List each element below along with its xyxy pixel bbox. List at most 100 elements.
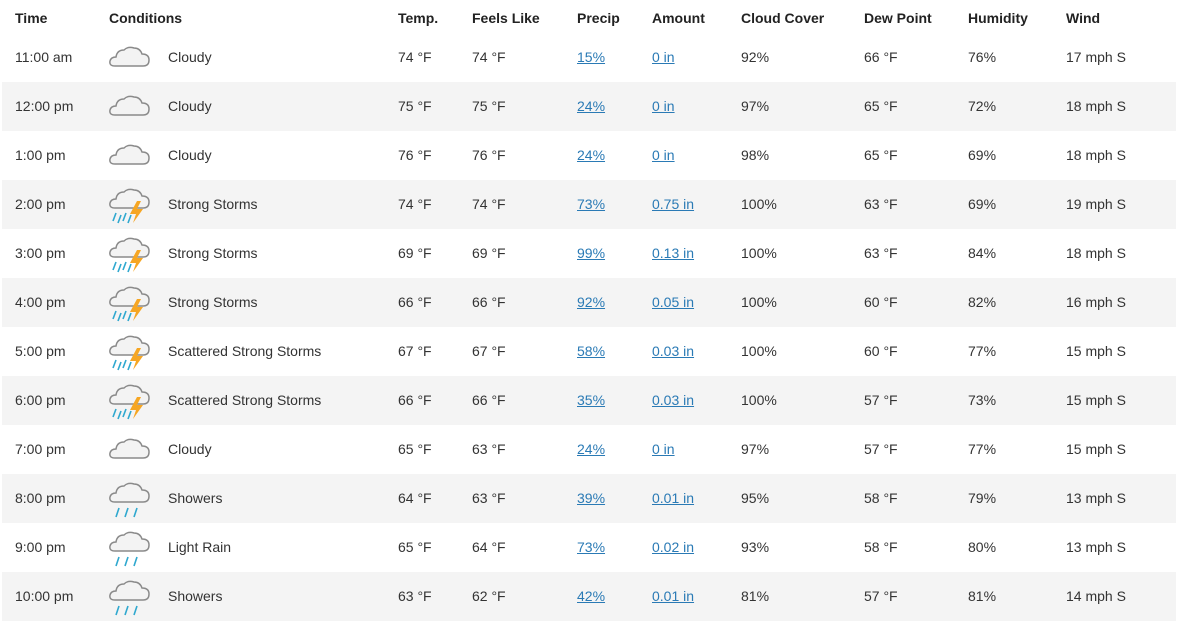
weather-icon: [107, 575, 151, 619]
wind: 15 mph S: [1066, 343, 1126, 359]
precip[interactable]: 73%: [577, 196, 606, 212]
amount[interactable]: 0.75 in: [652, 196, 695, 212]
time: 6:00 pm: [15, 392, 66, 408]
cloud-cover: 97%: [741, 98, 770, 114]
condition: Cloudy: [168, 441, 212, 457]
wind: 14 mph S: [1066, 588, 1126, 604]
feels-like: 74 °F: [472, 196, 506, 212]
table-row: 4:00 pm Strong Storms 66 °F 66 °F 92% 0.05 in…: [2, 278, 1176, 327]
column-header: Wind: [1066, 10, 1101, 26]
amount[interactable]: 0.01 in: [652, 490, 695, 506]
time: 8:00 pm: [15, 490, 66, 506]
precip[interactable]: 39%: [577, 490, 606, 506]
condition: Scattered Strong Storms: [168, 392, 322, 408]
cloud-cover: 100%: [741, 294, 777, 310]
condition: Strong Storms: [168, 196, 258, 212]
weather-icon: [107, 85, 151, 129]
condition: Showers: [168, 490, 223, 506]
cloud-cover: 92%: [741, 49, 770, 65]
weather-icon: [107, 477, 151, 521]
weather-icon: [107, 36, 151, 80]
dew-point: 66 °F: [864, 49, 898, 65]
cloud-cover: 100%: [741, 196, 777, 212]
dew-point: 65 °F: [864, 147, 898, 163]
temp: 65 °F: [398, 539, 432, 555]
cloud-cover: 81%: [741, 588, 770, 604]
feels-like: 74 °F: [472, 49, 506, 65]
cloud-cover: 93%: [741, 539, 770, 555]
amount[interactable]: 0.05 in: [652, 294, 695, 310]
dew-point: 58 °F: [864, 539, 898, 555]
amount[interactable]: 0 in: [652, 49, 675, 65]
feels-like: 75 °F: [472, 98, 506, 114]
table-row: 5:00 pm Scattered Strong Storms 67 °F 67 °F…: [2, 327, 1176, 376]
dew-point: 57 °F: [864, 588, 898, 604]
condition: Scattered Strong Storms: [168, 343, 322, 359]
feels-like: 66 °F: [472, 392, 506, 408]
amount[interactable]: 0.03 in: [652, 343, 695, 359]
amount[interactable]: 0.01 in: [652, 588, 695, 604]
amount[interactable]: 0.02 in: [652, 539, 695, 555]
table-row: 12:00 pm Cloudy 75 °F 75 °F 24% 0 in 97% 65 °F 7…: [2, 82, 1176, 131]
time: 11:00 am: [15, 49, 73, 65]
precip[interactable]: 24%: [577, 441, 606, 457]
weather-icon: [107, 330, 151, 374]
feels-like: 62 °F: [472, 588, 506, 604]
column-header: Conditions: [109, 10, 183, 26]
time: 1:00 pm: [15, 147, 66, 163]
column-header: Feels Like: [472, 10, 540, 26]
amount[interactable]: 0 in: [652, 147, 675, 163]
feels-like: 63 °F: [472, 490, 506, 506]
precip[interactable]: 24%: [577, 147, 606, 163]
precip[interactable]: 42%: [577, 588, 606, 604]
column-header: Temp.: [398, 10, 439, 26]
condition: Cloudy: [168, 98, 212, 114]
precip[interactable]: 15%: [577, 49, 606, 65]
cloud-cover: 95%: [741, 490, 770, 506]
humidity: 76%: [968, 49, 997, 65]
wind: 13 mph S: [1066, 539, 1126, 555]
precip[interactable]: 99%: [577, 245, 606, 261]
amount[interactable]: 0 in: [652, 441, 675, 457]
table-row: 8:00 pm Showers 64 °F 63 °F 39% 0.01 in 95% 58 …: [2, 474, 1176, 523]
cloud-cover: 100%: [741, 343, 777, 359]
temp: 63 °F: [398, 588, 432, 604]
table-row: 1:00 pm Cloudy 76 °F 76 °F 24% 0 in 98% 65 °F 69…: [2, 131, 1176, 180]
humidity: 77%: [968, 343, 997, 359]
temp: 64 °F: [398, 490, 432, 506]
column-header: Precip: [577, 10, 620, 26]
temp: 66 °F: [398, 392, 432, 408]
weather-icon: [107, 526, 151, 570]
dew-point: 57 °F: [864, 392, 898, 408]
time: 4:00 pm: [15, 294, 66, 310]
amount[interactable]: 0.03 in: [652, 392, 695, 408]
precip[interactable]: 73%: [577, 539, 606, 555]
weather-icon: [107, 428, 151, 472]
table-row: 3:00 pm Strong Storms 69 °F 69 °F 99% 0.13 in…: [2, 229, 1176, 278]
amount[interactable]: 0 in: [652, 98, 675, 114]
precip[interactable]: 24%: [577, 98, 606, 114]
temp: 69 °F: [398, 245, 432, 261]
dew-point: 60 °F: [864, 343, 898, 359]
humidity: 82%: [968, 294, 997, 310]
humidity: 77%: [968, 441, 997, 457]
humidity: 84%: [968, 245, 997, 261]
condition: Strong Storms: [168, 294, 258, 310]
precip[interactable]: 58%: [577, 343, 606, 359]
temp: 74 °F: [398, 49, 432, 65]
humidity: 81%: [968, 588, 997, 604]
precip[interactable]: 92%: [577, 294, 606, 310]
amount[interactable]: 0.13 in: [652, 245, 695, 261]
feels-like: 66 °F: [472, 294, 506, 310]
table-row: 11:00 am Cloudy 74 °F 74 °F 15% 0 in 92% 66 °F 7…: [2, 33, 1176, 82]
temp: 66 °F: [398, 294, 432, 310]
cloud-cover: 100%: [741, 245, 777, 261]
weather-icon: [107, 379, 151, 423]
precip[interactable]: 35%: [577, 392, 606, 408]
condition: Cloudy: [168, 49, 212, 65]
wind: 18 mph S: [1066, 147, 1126, 163]
weather-icon: [107, 281, 151, 325]
wind: 13 mph S: [1066, 490, 1126, 506]
condition: Strong Storms: [168, 245, 258, 261]
